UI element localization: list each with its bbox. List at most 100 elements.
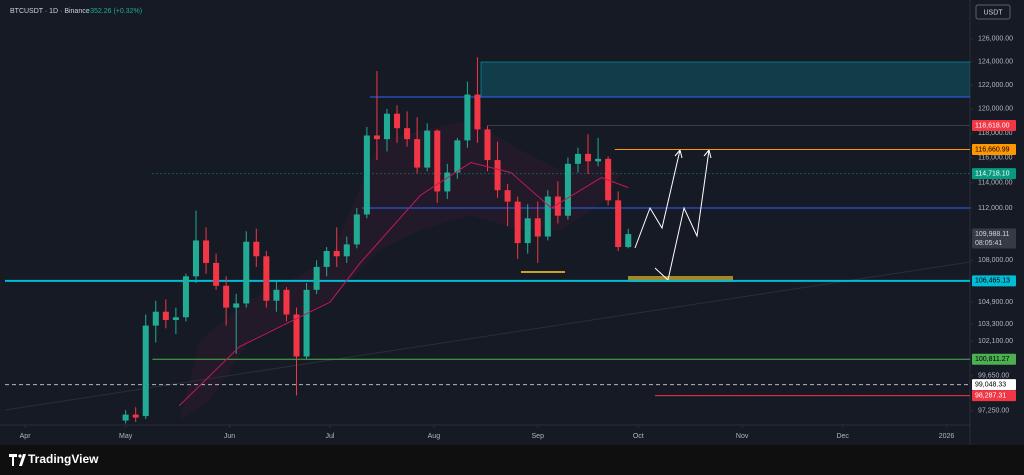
brand-name: TradingView xyxy=(28,452,99,466)
symbol-title: BTCUSDT · 1D · Binance xyxy=(10,8,90,15)
candle-body xyxy=(383,113,390,140)
candle-body xyxy=(172,317,179,321)
candle-body xyxy=(414,139,421,168)
x-tick-label: Oct xyxy=(633,433,644,440)
candle-body xyxy=(373,135,380,140)
countdown: 08:05:41 xyxy=(975,240,1002,247)
candle-body xyxy=(363,135,370,215)
price-badge-label: 116,660.99 xyxy=(975,146,1010,153)
y-tick-label: 118,000.00 xyxy=(978,130,1013,137)
footer xyxy=(0,445,1024,475)
x-tick-label: Jun xyxy=(224,433,235,440)
candle-body xyxy=(293,314,300,357)
candle-body xyxy=(394,113,401,129)
candle-body xyxy=(283,289,290,315)
x-tick-label: Aug xyxy=(428,433,441,440)
arrow-head xyxy=(703,148,712,159)
currency-label[interactable]: USDT xyxy=(983,9,1003,16)
currency-button[interactable] xyxy=(975,4,1011,20)
supply-zone xyxy=(480,61,970,98)
candle-body xyxy=(263,256,270,301)
candle-body xyxy=(223,285,230,308)
y-tick-label: 102,100.00 xyxy=(978,338,1013,345)
x-tick-label: Apr xyxy=(20,433,32,440)
candle-body xyxy=(514,201,521,244)
price-badge-label: 99,048.33 xyxy=(975,381,1006,388)
candle-body xyxy=(253,241,260,257)
candle-body xyxy=(464,94,471,141)
y-tick-label: 108,000.00 xyxy=(978,257,1013,264)
price-badge-label: 100,811.27 xyxy=(975,356,1010,363)
candle-body xyxy=(504,190,511,202)
candle-body xyxy=(273,289,280,301)
candle-body xyxy=(122,414,129,421)
candle-body xyxy=(484,129,491,161)
candle-body xyxy=(192,240,200,277)
candle-body xyxy=(494,160,501,191)
candle-body xyxy=(615,200,622,248)
y-tick-label: 103,300.00 xyxy=(978,321,1013,328)
candle-body xyxy=(424,130,431,168)
candle-body xyxy=(554,196,561,216)
candle-body xyxy=(323,250,330,267)
projection-arrow xyxy=(654,149,710,281)
price-badge-label: 106,465.13 xyxy=(975,278,1010,285)
price-badge xyxy=(972,275,1016,287)
x-tick-label: May xyxy=(119,433,133,440)
y-tick-label: 112,000.00 xyxy=(978,205,1013,212)
price-badge xyxy=(972,390,1016,402)
y-tick-label: 104,900.00 xyxy=(978,299,1013,306)
price-badge-label: 114,718.10 xyxy=(975,170,1010,177)
price-badge xyxy=(972,228,1016,249)
candle-body xyxy=(574,153,581,164)
price-badge xyxy=(972,168,1016,180)
y-tick-label: 126,000.00 xyxy=(978,36,1013,43)
candle-body xyxy=(454,140,461,173)
candle-body xyxy=(243,241,250,304)
price-badge xyxy=(972,353,1016,365)
price-badge-label: 109,988.11 xyxy=(975,231,1010,238)
candle-body xyxy=(353,214,360,245)
projection-arrow xyxy=(634,149,681,249)
candle-body xyxy=(182,276,189,318)
demand-zone xyxy=(628,276,733,282)
candle-body xyxy=(534,218,541,237)
candle-body xyxy=(595,158,602,162)
candle-body xyxy=(474,94,481,130)
y-tick-label: 124,000.00 xyxy=(978,59,1013,66)
candle-body xyxy=(132,414,139,418)
plot xyxy=(5,57,970,424)
y-tick-label: 99,650.00 xyxy=(978,373,1009,380)
candle-body xyxy=(404,128,411,140)
candle-body xyxy=(625,234,632,248)
price-badge-label: 118,618.00 xyxy=(975,122,1010,129)
price-badge xyxy=(972,143,1016,155)
trend-line xyxy=(5,261,970,411)
x-tick-label: Dec xyxy=(836,433,849,440)
candle-body xyxy=(585,153,592,162)
candle-body xyxy=(313,266,320,290)
candle-body xyxy=(203,240,210,263)
x-tick-label: Sep xyxy=(532,433,545,440)
candle-body xyxy=(233,303,240,308)
y-tick-label: 116,000.00 xyxy=(978,154,1013,161)
price-badge-label: 98,287.31 xyxy=(975,392,1006,399)
candle-body xyxy=(152,311,159,326)
x-tick-label: Nov xyxy=(736,433,749,440)
candle-body xyxy=(524,218,531,244)
candle-body xyxy=(444,172,451,192)
brand-logo-dot xyxy=(18,454,22,458)
moving-average xyxy=(178,162,629,407)
candle-body xyxy=(333,250,340,257)
candle-body xyxy=(544,196,551,237)
y-tick-label: 120,000.00 xyxy=(978,106,1013,113)
candle-body xyxy=(162,311,169,321)
price-badge xyxy=(972,379,1016,391)
y-tick-label: 97,250.00 xyxy=(978,408,1009,415)
candle-body xyxy=(564,163,571,216)
y-tick-label: 122,000.00 xyxy=(978,82,1013,89)
candle-body xyxy=(434,130,441,192)
y-tick-label: 114,000.00 xyxy=(978,179,1013,186)
